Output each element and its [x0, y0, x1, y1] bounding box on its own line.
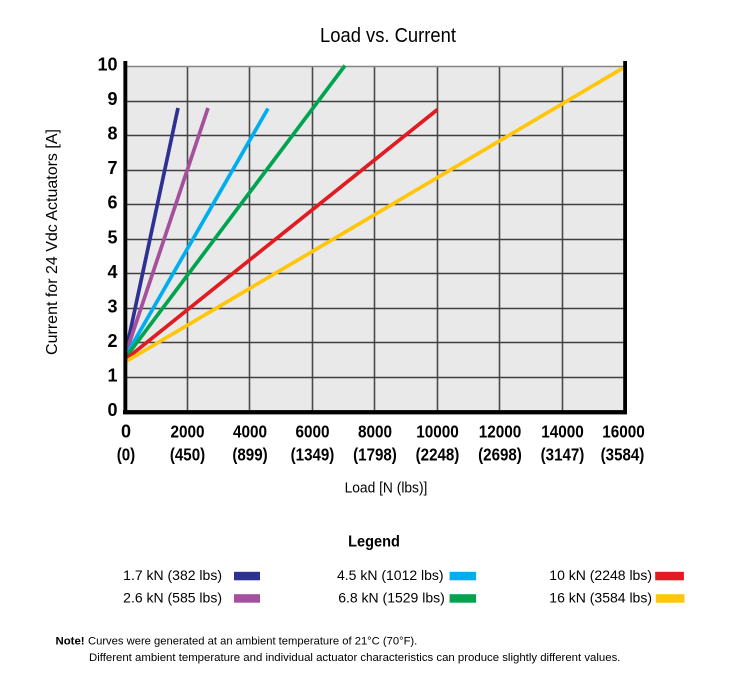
svg-text:10 kN (2248 lbs): 10 kN (2248 lbs) [549, 567, 652, 583]
svg-text:(3584): (3584) [601, 444, 645, 465]
svg-text:2000: 2000 [171, 421, 205, 441]
svg-text:6: 6 [107, 193, 117, 213]
svg-text:(3147): (3147) [541, 444, 585, 465]
svg-text:6000: 6000 [296, 421, 330, 441]
svg-text:(0): (0) [117, 444, 135, 465]
svg-text:12000: 12000 [479, 421, 522, 441]
svg-text:10: 10 [97, 55, 117, 75]
svg-text:8000: 8000 [358, 421, 392, 441]
svg-text:Note!: Note! [56, 635, 85, 647]
svg-text:9: 9 [107, 89, 117, 109]
svg-text:(1349): (1349) [291, 444, 335, 465]
svg-text:(1798): (1798) [353, 444, 397, 465]
svg-text:Different ambient temperature: Different ambient temperature and indivi… [89, 652, 620, 664]
svg-text:(899): (899) [232, 444, 267, 465]
svg-text:Current for 24 Vdc Actuators: Current for 24 Vdc Actuators [A] [44, 129, 61, 355]
svg-text:2.6 kN (585 lbs): 2.6 kN (585 lbs) [123, 590, 222, 606]
svg-text:4000: 4000 [233, 421, 267, 441]
svg-text:6.8 kN (1529 lbs): 6.8 kN (1529 lbs) [338, 590, 445, 606]
svg-text:(450): (450) [170, 444, 205, 465]
svg-text:1.7 kN (382 lbs): 1.7 kN (382 lbs) [123, 567, 222, 583]
svg-text:3: 3 [107, 296, 117, 316]
svg-text:Curves were generated at an am: Curves were generated at an ambient temp… [88, 635, 417, 647]
svg-text:14000: 14000 [541, 421, 584, 441]
svg-text:Load vs. Current: Load vs. Current [320, 25, 457, 47]
svg-text:7: 7 [107, 158, 117, 178]
svg-text:Legend: Legend [348, 533, 400, 551]
svg-text:0: 0 [121, 422, 131, 442]
svg-text:4: 4 [107, 262, 117, 282]
svg-text:2: 2 [107, 331, 117, 351]
svg-text:5: 5 [107, 227, 117, 247]
svg-text:(2698): (2698) [478, 444, 522, 465]
svg-text:10000: 10000 [416, 421, 459, 441]
svg-text:0: 0 [107, 400, 117, 420]
svg-text:(2248): (2248) [416, 444, 460, 465]
svg-text:1: 1 [107, 365, 117, 385]
svg-text:4.5 kN (1012 lbs): 4.5 kN (1012 lbs) [337, 567, 444, 583]
svg-text:16 kN (3584 lbs): 16 kN (3584 lbs) [549, 590, 652, 606]
svg-text:16000: 16000 [602, 421, 645, 441]
svg-text:8: 8 [107, 124, 117, 144]
svg-text:Load [N (lbs)]: Load [N (lbs)] [345, 480, 428, 497]
